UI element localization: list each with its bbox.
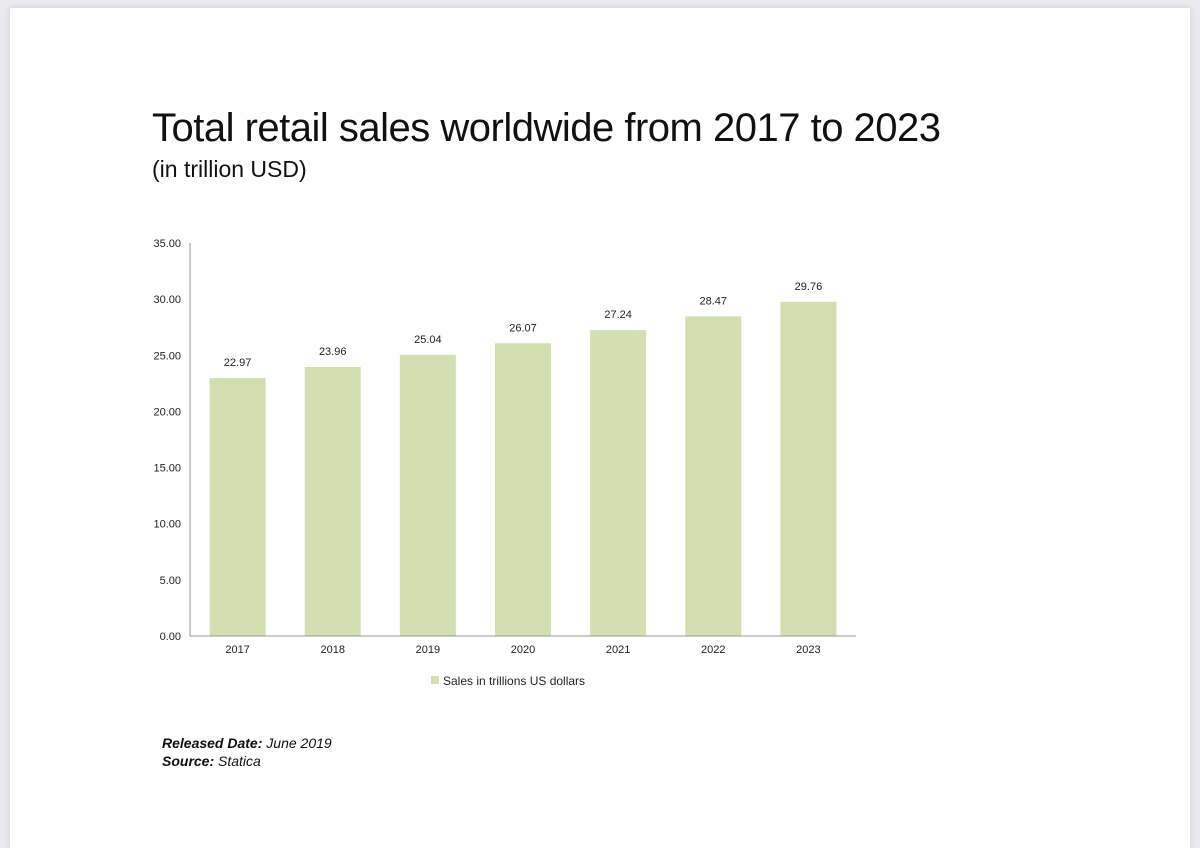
x-tick-label-2021: 2021	[606, 644, 630, 656]
bar-2017	[209, 378, 266, 636]
y-tick-label: 35.00	[153, 238, 181, 250]
data-label-2017: 22.97	[224, 357, 252, 369]
chart-subtitle: (in trillion USD)	[152, 156, 307, 182]
bar-2018	[304, 366, 361, 636]
y-axis-ticks: 0.00 5.00 10.00 15.00 20.00 25.00 30.00 35.00	[153, 238, 181, 643]
chart-title: Total retail sales worldwide from 2017 t…	[152, 106, 941, 150]
data-label-2020: 26.07	[509, 322, 537, 334]
y-tick-label: 30.00	[153, 294, 181, 306]
bars	[209, 301, 837, 636]
source-value: Statica	[218, 753, 261, 769]
legend-label: Sales in trillions US dollars	[443, 674, 585, 688]
retail-sales-bar-chart: 0.00 5.00 10.00 15.00 20.00 25.00 30.00 35.00 2…	[153, 238, 856, 688]
data-label-2021: 27.24	[604, 309, 632, 321]
x-tick-label-2017: 2017	[225, 644, 249, 656]
report-page: Total retail sales worldwide from 2017 t…	[10, 8, 1190, 848]
y-tick-label: 25.00	[153, 350, 181, 362]
x-tick-label-2018: 2018	[320, 644, 344, 656]
data-label-2023: 29.76	[795, 281, 823, 293]
bar-2023	[780, 301, 837, 636]
source: Source: Statica	[162, 753, 261, 769]
x-tick-label-2022: 2022	[701, 644, 725, 656]
data-label-2019: 25.04	[414, 334, 442, 346]
x-tick-label-2023: 2023	[796, 644, 820, 656]
data-label-2018: 23.96	[319, 346, 347, 358]
x-axis-ticks: 2017 2018 2019 2020 2021 2022 2023	[225, 644, 820, 656]
source-label: Source:	[162, 753, 215, 769]
released-date-label: Released Date:	[162, 735, 263, 751]
bar-2021	[590, 330, 647, 636]
released-date-value: June 2019	[266, 735, 332, 751]
y-tick-label: 5.00	[160, 575, 181, 587]
released-date: Released Date: June 2019	[162, 735, 332, 751]
y-tick-label: 15.00	[153, 463, 181, 475]
data-labels: 22.97 23.96 25.04 26.07 27.24 28.47 29.76	[224, 281, 822, 369]
bar-2022	[685, 316, 742, 636]
data-label-2022: 28.47	[700, 295, 728, 307]
bar-2020	[495, 343, 551, 636]
y-tick-label: 10.00	[153, 519, 181, 531]
legend-swatch	[431, 676, 439, 684]
x-tick-label-2019: 2019	[416, 644, 440, 656]
legend: Sales in trillions US dollars	[431, 674, 585, 688]
bar-2019	[399, 354, 456, 636]
x-tick-label-2020: 2020	[511, 644, 535, 656]
y-tick-label: 20.00	[153, 406, 181, 418]
y-tick-label: 0.00	[160, 631, 181, 643]
